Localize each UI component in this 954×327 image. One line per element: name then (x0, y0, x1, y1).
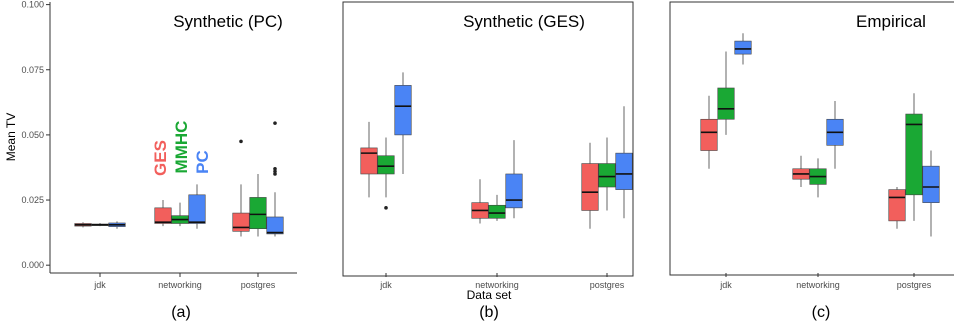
box-b-postgres-pc (616, 153, 633, 189)
panel-tag-a: (a) (171, 304, 191, 321)
box-a-postgres-ges (233, 213, 250, 231)
box-a-postgres-mmhc (250, 197, 267, 228)
x-tick-label-jdk: jdk (379, 280, 392, 290)
panel-tag-c: (c) (812, 304, 831, 321)
y-tick-label: 0.100 (21, 0, 44, 10)
x-tick-label-networking: networking (158, 280, 202, 290)
method-label-ges: GES (151, 140, 170, 176)
box-a-postgres-pc-outlier (273, 172, 277, 176)
box-b-jdk-ges (361, 148, 378, 174)
x-tick-label-networking: networking (796, 280, 840, 290)
y-tick-label: 0.075 (21, 65, 44, 75)
box-b-postgres-mmhc (599, 164, 616, 187)
x-tick-label-jdk: jdk (719, 280, 732, 290)
box-b-jdk-pc (395, 85, 412, 135)
box-c-jdk-pc (735, 41, 752, 54)
box-a-postgres-ges-outlier (239, 140, 243, 144)
box-c-jdk-mmhc (718, 88, 735, 119)
y-tick-label: 0.050 (21, 130, 44, 140)
box-a-postgres-pc (267, 217, 284, 234)
x-tick-label-postgres: postgres (897, 280, 932, 290)
panel-title-c: Empirical (856, 12, 926, 31)
box-a-networking-ges (155, 208, 172, 224)
box-b-postgres-ges (582, 164, 599, 211)
box-a-postgres-pc-outlier (273, 121, 277, 125)
x-tick-label-jdk: jdk (93, 280, 106, 290)
box-c-postgres-mmhc (906, 114, 923, 195)
box-c-postgres-pc (923, 166, 940, 202)
method-label-mmhc: MMHC (172, 121, 191, 174)
panel-title-a: Synthetic (PC) (173, 12, 283, 31)
box-b-networking-pc (506, 174, 523, 208)
panel-title-b: Synthetic (GES) (463, 12, 585, 31)
box-b-networking-mmhc (489, 205, 506, 218)
panel-tag-b: (b) (479, 304, 499, 321)
x-tick-label-networking: networking (475, 280, 519, 290)
box-b-jdk-mmhc-outlier (384, 206, 388, 210)
box-b-jdk-mmhc (378, 156, 395, 174)
box-c-postgres-ges (889, 190, 906, 221)
box-c-jdk-ges (701, 119, 718, 150)
method-label-pc: PC (193, 150, 212, 174)
x-axis-title: Data set (467, 288, 512, 302)
x-tick-label-postgres: postgres (241, 280, 276, 290)
x-tick-label-postgres: postgres (590, 280, 625, 290)
box-a-networking-pc (189, 195, 206, 224)
y-tick-label: 0.025 (21, 195, 44, 205)
y-tick-label: 0.000 (21, 260, 44, 270)
y-axis-title: Mean TV (4, 113, 18, 161)
